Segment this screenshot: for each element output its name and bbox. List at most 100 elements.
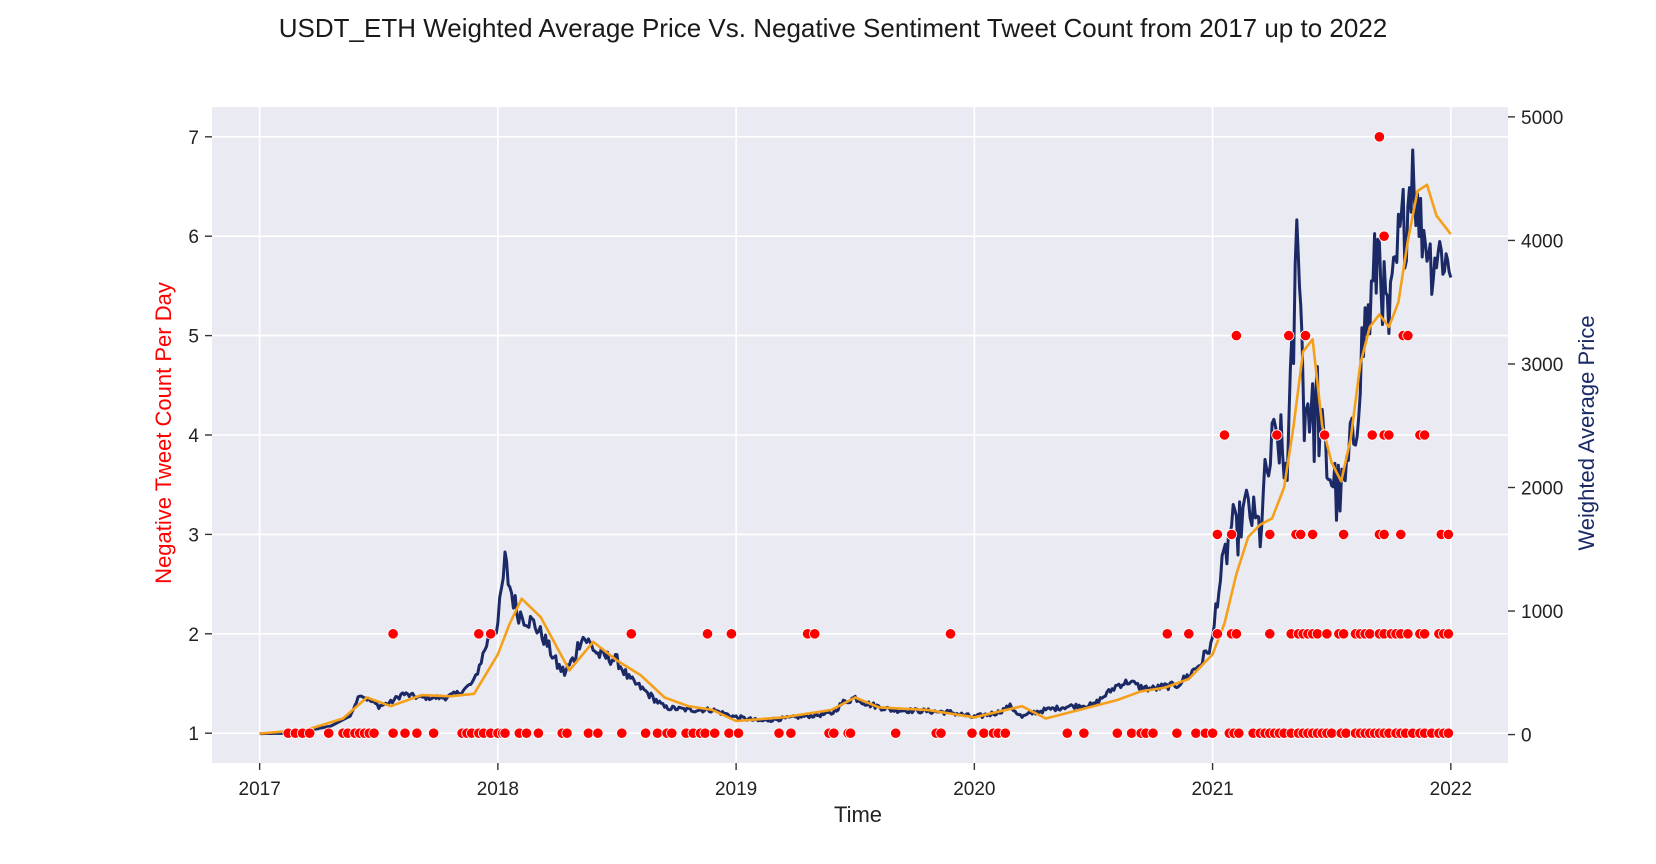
- tweet-count-point: [1147, 727, 1159, 739]
- tweet-count-point: [1383, 429, 1395, 441]
- price-series-line: [259, 148, 1453, 736]
- tweet-count-point: [651, 727, 664, 739]
- chart-title: USDT_ETH Weighted Average Price Vs. Nega…: [279, 13, 1388, 43]
- tweet-count-point: [1326, 727, 1338, 739]
- tweet-count-point: [1338, 528, 1350, 541]
- right-y-axis: 0 1000 2000 3000 4000 5000: [1508, 108, 1563, 747]
- x-tick-label: 2018: [477, 779, 519, 800]
- tweet-count-point: [304, 727, 316, 739]
- tweet-count-point: [485, 628, 497, 640]
- tweet-count-point: [773, 727, 785, 739]
- tweet-count-point: [499, 727, 511, 739]
- tweet-count-point: [1402, 628, 1414, 640]
- tweet-count-point: [1338, 628, 1350, 640]
- tweet-count-point: [323, 727, 335, 739]
- left-y-tick-label: 3: [188, 525, 199, 546]
- tweet-count-point: [1211, 528, 1224, 541]
- tweet-count-point: [616, 727, 628, 739]
- tweet-count-point: [999, 727, 1011, 739]
- left-y-tick-label: 4: [188, 426, 199, 447]
- tweet-count-point: [1171, 727, 1183, 739]
- right-y-tick-label: 2000: [1521, 479, 1563, 500]
- negative-tweets-series: [282, 131, 1455, 739]
- tweet-count-point: [1402, 329, 1414, 342]
- tweet-count-point: [1366, 429, 1378, 441]
- tweet-count-point: [828, 727, 840, 739]
- left-y-tick-label: 5: [188, 327, 199, 348]
- x-tick-label: 2019: [715, 779, 757, 800]
- tweet-count-point: [844, 727, 857, 739]
- x-axis-label: Time: [834, 802, 882, 827]
- left-y-tick-label: 7: [188, 128, 199, 149]
- tweet-count-point: [399, 727, 411, 739]
- tweet-count-point: [1126, 727, 1138, 739]
- tweet-count-point: [666, 727, 678, 739]
- tweet-count-point: [411, 727, 423, 739]
- tweet-count-point: [1218, 429, 1231, 441]
- tweet-count-point: [1378, 528, 1390, 541]
- tweet-count-point: [1264, 628, 1276, 640]
- left-y-tick-label: 2: [188, 625, 199, 646]
- tweet-count-point: [1321, 628, 1333, 640]
- right-y-tick-label: 1000: [1521, 602, 1563, 623]
- tweet-count-point: [1340, 727, 1352, 739]
- tweet-count-point: [709, 727, 721, 739]
- tweet-count-point: [1442, 528, 1455, 541]
- right-y-tick-label: 4000: [1521, 231, 1563, 252]
- tweet-count-point: [1207, 727, 1219, 739]
- tweet-count-point: [1264, 528, 1276, 541]
- x-tick-label: 2020: [953, 779, 995, 800]
- tweet-count-point: [1373, 131, 1386, 143]
- tweet-count-point: [1378, 230, 1390, 242]
- tweet-count-point: [1419, 628, 1431, 640]
- left-y-axis-label: Negative Tweet Count Per Day: [151, 282, 176, 584]
- x-axis: 2017 2018 2019 2020 2021 2022: [239, 763, 1472, 800]
- tweet-count-point: [1419, 429, 1431, 441]
- tweet-count-point: [701, 628, 714, 640]
- tweet-count-point: [1111, 727, 1123, 739]
- tweet-count-point: [582, 727, 595, 739]
- tweet-count-point: [890, 727, 902, 739]
- tweet-count-point: [1442, 727, 1455, 739]
- tweet-count-point: [1295, 528, 1307, 541]
- tweet-count-point: [1230, 329, 1243, 342]
- tweet-count-point: [944, 628, 957, 640]
- tweet-count-point: [520, 727, 533, 739]
- tweet-count-point: [1271, 429, 1283, 441]
- tweet-count-point: [978, 727, 990, 739]
- moving-average-series-line: [259, 183, 1452, 735]
- tweet-count-point: [625, 628, 637, 640]
- right-y-tick-label: 5000: [1521, 108, 1563, 129]
- tweet-count-point: [1395, 528, 1407, 541]
- right-y-axis-label: Weighted Average Price: [1574, 315, 1599, 550]
- tweet-count-point: [1307, 528, 1319, 541]
- tweet-count-point: [785, 727, 797, 739]
- tweet-count-point: [1211, 628, 1224, 640]
- tweet-count-point: [699, 727, 711, 739]
- tweet-count-point: [1233, 727, 1245, 739]
- tweet-count-point: [1311, 628, 1324, 640]
- tweet-count-point: [427, 727, 440, 739]
- tweet-count-point: [1230, 628, 1243, 640]
- tweet-count-point: [732, 727, 745, 739]
- tweet-count-point: [368, 727, 380, 739]
- tweet-count-point: [1364, 628, 1376, 640]
- tweet-count-point: [1442, 628, 1455, 640]
- tweet-count-point: [809, 628, 821, 640]
- right-y-tick-label: 3000: [1521, 355, 1563, 376]
- tweet-count-point: [1226, 528, 1238, 541]
- tweet-count-point: [1283, 329, 1295, 342]
- x-tick-label: 2017: [239, 779, 281, 800]
- tweet-count-point: [723, 727, 735, 739]
- tweet-count-point: [387, 628, 399, 640]
- tweet-count-point: [592, 727, 604, 739]
- tweet-count-point: [725, 628, 738, 640]
- tweet-count-point: [966, 727, 978, 739]
- tweet-count-point: [1183, 628, 1195, 640]
- tweet-count-point: [1161, 628, 1173, 640]
- left-y-tick-label: 1: [188, 724, 199, 745]
- tweet-count-point: [387, 727, 399, 739]
- tweet-count-point: [561, 727, 573, 739]
- tweet-count-point: [473, 628, 485, 640]
